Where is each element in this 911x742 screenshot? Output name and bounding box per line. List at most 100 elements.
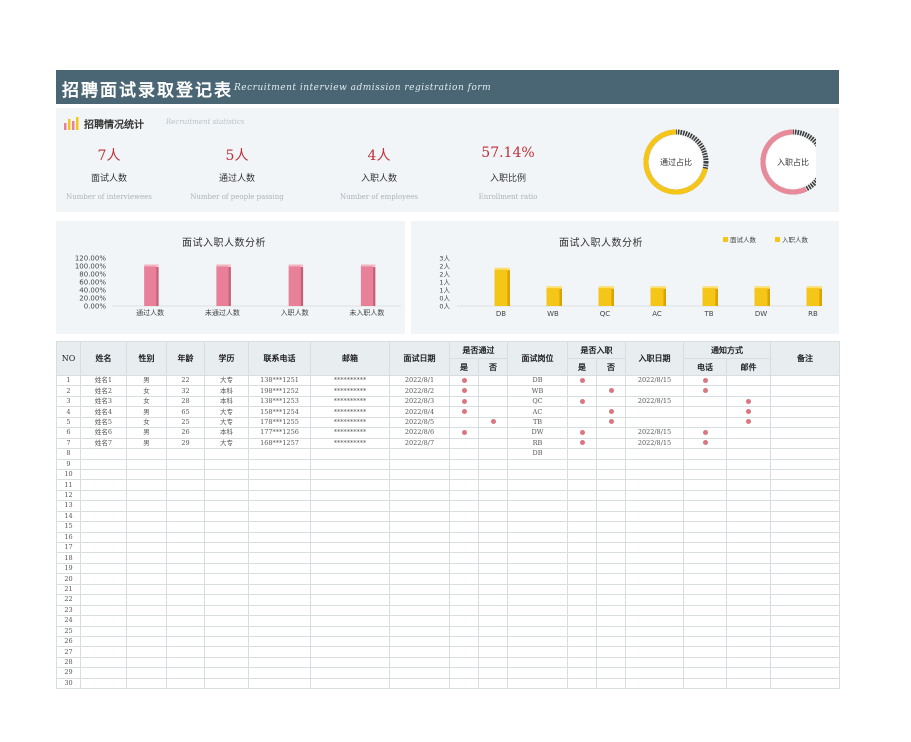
cell-email[interactable]: ********** bbox=[310, 416, 390, 429]
cell-phone[interactable] bbox=[248, 646, 311, 658]
cell-mark[interactable] bbox=[449, 437, 479, 450]
cell-hire_date[interactable]: 2022/8/15 bbox=[625, 427, 684, 439]
cell-mark[interactable] bbox=[596, 395, 626, 408]
cell-mark[interactable] bbox=[449, 458, 479, 470]
cell-mark[interactable] bbox=[726, 385, 771, 397]
cell-mark[interactable] bbox=[726, 489, 771, 502]
cell-mark[interactable] bbox=[449, 521, 479, 533]
cell-mark[interactable] bbox=[726, 510, 771, 523]
cell-mark[interactable] bbox=[596, 541, 626, 554]
cell-age[interactable] bbox=[166, 552, 205, 564]
cell-remark[interactable] bbox=[770, 604, 840, 617]
cell-edu[interactable] bbox=[204, 604, 249, 617]
cell-edu[interactable]: 本科 bbox=[204, 395, 249, 408]
cell-no[interactable]: 28 bbox=[56, 656, 81, 669]
cell-mark[interactable] bbox=[596, 427, 626, 439]
cell-hire_date[interactable] bbox=[625, 604, 684, 617]
cell-mark[interactable] bbox=[478, 594, 508, 606]
cell-mark[interactable] bbox=[596, 615, 626, 627]
cell-mark[interactable] bbox=[567, 562, 597, 575]
cell-edu[interactable] bbox=[204, 667, 249, 679]
cell-name[interactable] bbox=[80, 489, 127, 502]
cell-edu[interactable] bbox=[204, 562, 249, 575]
cell-email[interactable] bbox=[310, 594, 390, 606]
cell-edu[interactable] bbox=[204, 583, 249, 596]
cell-mark[interactable] bbox=[683, 437, 727, 450]
cell-name[interactable] bbox=[80, 552, 127, 564]
cell-mark[interactable] bbox=[567, 385, 597, 397]
cell-mark[interactable] bbox=[596, 625, 626, 637]
cell-mark[interactable] bbox=[726, 406, 771, 418]
cell-email[interactable]: ********** bbox=[310, 427, 390, 439]
cell-remark[interactable] bbox=[770, 448, 840, 460]
cell-hire_date[interactable] bbox=[625, 573, 684, 585]
cell-age[interactable]: 65 bbox=[166, 406, 205, 418]
cell-email[interactable] bbox=[310, 541, 390, 554]
cell-remark[interactable] bbox=[770, 416, 840, 429]
cell-mark[interactable] bbox=[726, 458, 771, 470]
cell-mark[interactable] bbox=[683, 667, 727, 679]
cell-mark[interactable] bbox=[478, 510, 508, 523]
cell-mark[interactable] bbox=[683, 458, 727, 470]
cell-date[interactable] bbox=[389, 458, 450, 470]
cell-phone[interactable] bbox=[248, 604, 311, 617]
cell-no[interactable]: 10 bbox=[56, 468, 81, 481]
cell-mark[interactable] bbox=[567, 395, 597, 408]
cell-date[interactable] bbox=[389, 531, 450, 544]
cell-email[interactable] bbox=[310, 562, 390, 575]
cell-mark[interactable] bbox=[726, 374, 771, 387]
cell-hire_date[interactable] bbox=[625, 500, 684, 512]
cell-phone[interactable] bbox=[248, 625, 311, 637]
cell-edu[interactable] bbox=[204, 521, 249, 533]
cell-edu[interactable] bbox=[204, 656, 249, 669]
cell-age[interactable] bbox=[166, 489, 205, 502]
cell-age[interactable] bbox=[166, 573, 205, 585]
cell-mark[interactable] bbox=[683, 541, 727, 554]
cell-no[interactable]: 1 bbox=[56, 374, 81, 387]
cell-no[interactable]: 30 bbox=[56, 677, 81, 690]
cell-mark[interactable] bbox=[596, 406, 626, 418]
cell-name[interactable]: 姓名7 bbox=[80, 437, 127, 450]
cell-mark[interactable] bbox=[683, 374, 727, 387]
cell-phone[interactable] bbox=[248, 656, 311, 669]
cell-edu[interactable] bbox=[204, 531, 249, 544]
cell-gender[interactable] bbox=[126, 510, 167, 523]
cell-mark[interactable] bbox=[449, 374, 479, 387]
cell-age[interactable] bbox=[166, 458, 205, 470]
cell-no[interactable]: 3 bbox=[56, 395, 81, 408]
cell-age[interactable] bbox=[166, 479, 205, 491]
cell-gender[interactable] bbox=[126, 573, 167, 585]
cell-name[interactable] bbox=[80, 604, 127, 617]
cell-gender[interactable] bbox=[126, 552, 167, 564]
cell-gender[interactable] bbox=[126, 468, 167, 481]
cell-name[interactable] bbox=[80, 562, 127, 575]
cell-pos[interactable] bbox=[507, 562, 568, 575]
cell-mark[interactable] bbox=[478, 385, 508, 397]
cell-hire_date[interactable] bbox=[625, 635, 684, 648]
cell-name[interactable] bbox=[80, 615, 127, 627]
cell-no[interactable]: 9 bbox=[56, 458, 81, 470]
cell-email[interactable] bbox=[310, 677, 390, 690]
cell-mark[interactable] bbox=[478, 416, 508, 429]
cell-mark[interactable] bbox=[683, 625, 727, 637]
cell-mark[interactable] bbox=[567, 573, 597, 585]
cell-name[interactable] bbox=[80, 583, 127, 596]
cell-mark[interactable] bbox=[478, 635, 508, 648]
cell-mark[interactable] bbox=[478, 583, 508, 596]
cell-gender[interactable] bbox=[126, 604, 167, 617]
cell-edu[interactable] bbox=[204, 625, 249, 637]
cell-remark[interactable] bbox=[770, 510, 840, 523]
cell-mark[interactable] bbox=[449, 395, 479, 408]
cell-mark[interactable] bbox=[726, 573, 771, 585]
cell-mark[interactable] bbox=[683, 573, 727, 585]
cell-mark[interactable] bbox=[449, 583, 479, 596]
cell-mark[interactable] bbox=[596, 635, 626, 648]
cell-pos[interactable] bbox=[507, 521, 568, 533]
cell-hire_date[interactable] bbox=[625, 406, 684, 418]
cell-mark[interactable] bbox=[567, 594, 597, 606]
cell-pos[interactable] bbox=[507, 583, 568, 596]
cell-mark[interactable] bbox=[726, 635, 771, 648]
cell-edu[interactable] bbox=[204, 552, 249, 564]
cell-remark[interactable] bbox=[770, 635, 840, 648]
cell-mark[interactable] bbox=[726, 395, 771, 408]
